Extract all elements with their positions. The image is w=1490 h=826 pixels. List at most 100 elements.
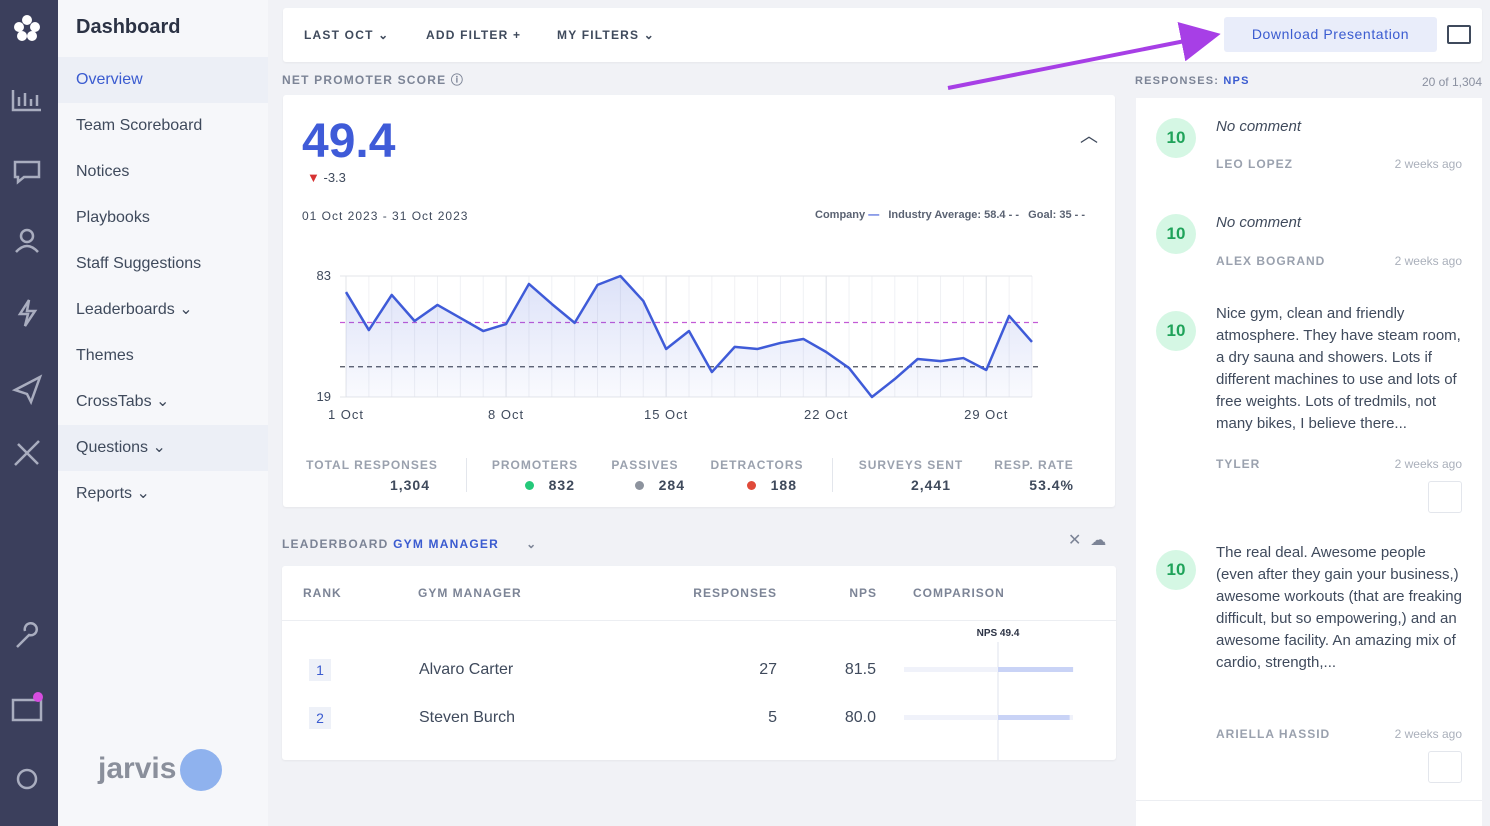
add-filter[interactable]: ADD FILTER + xyxy=(426,28,522,42)
logo: jarvis xyxy=(98,752,177,785)
comparison-bar xyxy=(998,715,1070,720)
x-tick-label: 1 Oct xyxy=(328,407,364,422)
nav-label: Leaderboards xyxy=(76,301,175,318)
nav-label: Questions xyxy=(76,439,149,456)
y-tick-label: 19 xyxy=(317,389,331,404)
author: ARIELLA HASSID xyxy=(1216,727,1331,741)
stat-dot xyxy=(747,481,756,490)
nav-item[interactable]: Staff Suggestions xyxy=(58,241,268,287)
stat-divider xyxy=(466,458,467,492)
nps-title: NET PROMOTER SCORE ⓘ xyxy=(282,73,465,87)
add-filter-label: ADD FILTER xyxy=(426,28,509,42)
nav-label: Staff Suggestions xyxy=(76,255,202,272)
nav-item[interactable]: Playbooks xyxy=(58,195,268,241)
manager-name[interactable]: Alvaro Carter xyxy=(419,661,514,678)
download-button[interactable]: Download Presentation xyxy=(1224,17,1437,52)
rank: 1 xyxy=(309,659,331,681)
pointer-arrow xyxy=(947,22,1221,90)
x-tick-label: 15 Oct xyxy=(644,407,688,422)
legend-ref-value: 35 xyxy=(1059,209,1072,221)
manager-name[interactable]: Steven Burch xyxy=(419,709,516,726)
icon-bar-icons xyxy=(11,15,43,790)
stat-dot xyxy=(525,481,534,490)
nav-item[interactable]: Notices xyxy=(58,149,268,195)
leaderboard-group[interactable]: GYM MANAGER xyxy=(393,537,499,551)
nav-item[interactable]: Leaderboards ⌄ xyxy=(76,301,193,318)
y-tick-label: 83 xyxy=(317,268,331,283)
comment: Nice gym, clean and friendly atmosphere.… xyxy=(1216,305,1461,432)
stat-label: RESP. RATE xyxy=(994,458,1074,472)
stat-value: 2,441 xyxy=(910,477,951,493)
line xyxy=(344,274,1033,399)
x-tick-label: 22 Oct xyxy=(804,407,848,422)
nps: 81.5 xyxy=(844,661,876,678)
stat-divider xyxy=(832,458,833,492)
stat-label: PASSIVES xyxy=(611,458,679,472)
author: ALEX BOGRAND xyxy=(1216,254,1326,268)
date-range: 01 Oct 2023 - 31 Oct 2023 xyxy=(302,209,469,223)
nav-label: Playbooks xyxy=(76,209,150,226)
nav-item[interactable]: Questions ⌄ xyxy=(58,425,268,471)
leaderboard-title: LEADERBOARD GYM MANAGER ⌄ xyxy=(282,537,538,551)
column-header: NPS xyxy=(849,586,877,600)
nav-panel xyxy=(58,0,268,826)
stat-value: 1,304 xyxy=(389,477,430,493)
response-card: 10 Nice gym, clean and friendly atmospher… xyxy=(1136,291,1482,531)
nps-card xyxy=(283,95,1115,507)
nav-title: Dashboard xyxy=(76,16,181,38)
leaderboard-label: LEADERBOARD xyxy=(282,537,389,551)
x-tick-label: 8 Oct xyxy=(488,407,524,422)
author: LEO LOPEZ xyxy=(1216,157,1294,171)
column-header[interactable]: RANK xyxy=(303,586,342,600)
nps-score: 49.4 xyxy=(302,115,396,168)
toolbar-icons[interactable]: ✕ ☁ xyxy=(1068,532,1107,549)
logo-mark xyxy=(180,749,222,791)
responses-title: RESPONSES: NPS xyxy=(1135,75,1250,87)
nav-item[interactable]: Themes xyxy=(58,333,268,379)
my-filters[interactable]: MY FILTERS ⌄ xyxy=(557,28,656,42)
stat-label: DETRACTORS xyxy=(710,458,804,472)
stat-value: 832 xyxy=(548,477,575,493)
time: 2 weeks ago xyxy=(1394,727,1462,741)
flag-button[interactable] xyxy=(1428,751,1462,783)
nav-item[interactable]: CrossTabs ⌄ xyxy=(76,393,170,410)
responses-metric: NPS xyxy=(1223,75,1250,87)
column-header: RESPONSES xyxy=(693,586,777,600)
score-badge: 10 xyxy=(1156,214,1196,254)
stat-label: PROMOTERS xyxy=(491,458,579,472)
column-header: GYM MANAGER xyxy=(418,586,522,600)
author: TYLER xyxy=(1216,457,1261,471)
nav-label: CrossTabs xyxy=(76,393,152,410)
legend-ref-value: 58.4 xyxy=(984,209,1006,221)
legend-series: Company xyxy=(815,209,866,221)
stat-value: 284 xyxy=(658,477,685,493)
responses: 27 xyxy=(759,661,777,678)
stat-value: 53.4% xyxy=(1029,477,1074,493)
collapse[interactable]: ︿ xyxy=(1080,126,1098,146)
response-card: 10 No comment ALEX BOGRAND 2 weeks ago xyxy=(1136,194,1482,292)
leaderboard-card xyxy=(282,566,1116,760)
nps-change-value: -3.3 xyxy=(323,170,346,185)
my-filters-label: MY FILTERS xyxy=(557,28,640,42)
comparison-track xyxy=(904,715,1073,720)
nav-label: Notices xyxy=(76,163,130,180)
nav-item[interactable]: Reports ⌄ xyxy=(76,485,150,502)
nav-label: Themes xyxy=(76,347,134,364)
column-header: COMPARISON xyxy=(913,586,1005,600)
score-badge: 10 xyxy=(1156,118,1196,158)
nav-item[interactable]: Team Scoreboard xyxy=(58,103,268,149)
nav-item[interactable]: Overview xyxy=(58,57,268,103)
responses-label: RESPONSES: xyxy=(1135,75,1220,87)
flag-button[interactable] xyxy=(1428,481,1462,513)
score-badge: 10 xyxy=(1156,550,1196,590)
score-badge: 10 xyxy=(1156,311,1196,351)
nps-title-text: NET PROMOTER SCORE xyxy=(282,73,447,87)
benchmark-label: NPS 49.4 xyxy=(976,628,1020,639)
present-icon[interactable] xyxy=(1447,25,1471,44)
response-card xyxy=(1136,801,1482,826)
period-filter[interactable]: LAST OCT ⌄ xyxy=(304,28,390,42)
comment: The real deal. Awesome people (even afte… xyxy=(1216,544,1462,671)
x-tick-label: 29 Oct xyxy=(964,407,1008,422)
nps: 80.0 xyxy=(844,709,876,726)
